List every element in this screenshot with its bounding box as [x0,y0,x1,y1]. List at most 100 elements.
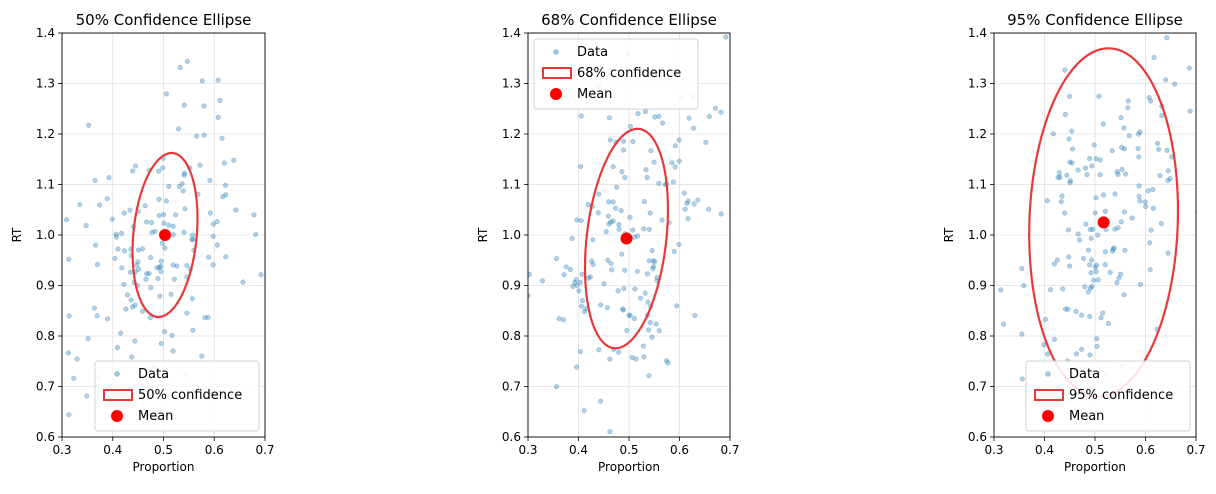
data-point [220,136,225,141]
data-point [613,206,618,211]
data-point [1067,94,1072,99]
data-point [706,207,711,212]
y-tick-label: 1.2 [968,127,987,141]
data-point [92,306,97,311]
data-point [607,115,612,120]
data-point [1070,147,1075,152]
x-tick-label: 0.5 [1085,443,1104,457]
data-point [623,175,628,180]
data-point [140,309,145,314]
data-point [1113,192,1118,197]
data-point [67,412,72,417]
data-point [1083,285,1088,290]
y-tick-label: 1.0 [36,228,55,242]
y-tick-label: 0.9 [502,279,521,293]
data-point [1146,188,1151,193]
data-point [153,229,158,234]
data-point [1074,352,1079,357]
data-point [1147,240,1152,245]
data-point [598,303,603,308]
data-point [211,263,216,268]
data-point [738,26,743,31]
data-point [1051,132,1056,137]
data-point [691,126,696,131]
data-point [1062,211,1067,216]
data-point [999,288,1004,293]
data-point [84,223,89,228]
data-point [642,355,647,360]
data-point [166,223,171,228]
data-point [1101,311,1106,316]
data-point [169,292,174,297]
legend-mean-swatch [111,410,123,422]
data-point [638,296,643,301]
data-point [1091,278,1096,283]
data-point [1087,156,1092,161]
data-point [98,440,103,445]
data-point [554,384,559,389]
data-point [1089,236,1094,241]
data-point [71,376,76,381]
data-point [190,237,195,242]
data-point [1063,112,1068,117]
data-point [647,227,652,232]
data-point [200,354,205,359]
data-point [602,281,607,286]
data-point [149,285,154,290]
data-point [621,148,626,153]
data-point [118,331,123,336]
data-point [176,127,181,132]
data-point [1166,169,1171,174]
data-point [650,335,655,340]
data-point [190,233,195,238]
data-point [180,181,185,186]
data-point [704,140,709,145]
data-point [115,345,120,350]
data-point [157,197,162,202]
data-point [147,271,152,276]
data-point [1166,251,1171,256]
y-tick-label: 1.1 [36,178,55,192]
data-point [64,217,69,222]
data-point [1076,168,1081,173]
y-tick-label: 1.3 [36,77,55,91]
data-point [621,139,626,144]
y-tick-label: 1.4 [502,26,521,40]
data-point [616,350,621,355]
data-point [1084,222,1089,227]
data-point [233,208,238,213]
data-point [1155,141,1160,146]
data-point [579,218,584,223]
y-tick-label: 0.9 [968,279,987,293]
data-point [641,344,646,349]
data-point [561,317,566,322]
data-point [1077,238,1082,243]
data-point [1020,266,1025,271]
data-point [1126,99,1131,104]
y-tick-label: 0.6 [36,430,55,444]
data-point [206,255,211,260]
data-point [130,305,135,310]
y-tick-label: 1.4 [36,26,55,40]
x-tick-label: 0.6 [670,443,689,457]
data-point [649,148,654,153]
x-axis-label: Proportion [133,460,195,474]
legend-data-label: Data [1069,367,1100,382]
data-point [253,232,258,237]
data-point [97,203,102,208]
data-point [719,212,724,217]
data-point [159,341,164,346]
data-point [634,357,639,362]
data-point [202,104,207,109]
data-point [136,248,141,253]
data-point [682,191,687,196]
legend-mean-label: Mean [138,409,173,424]
data-point [687,116,692,121]
data-point [604,229,609,234]
data-point [1095,233,1100,238]
data-point [1067,264,1072,269]
data-point [75,357,80,362]
data-point [191,328,196,333]
data-point [1021,283,1026,288]
